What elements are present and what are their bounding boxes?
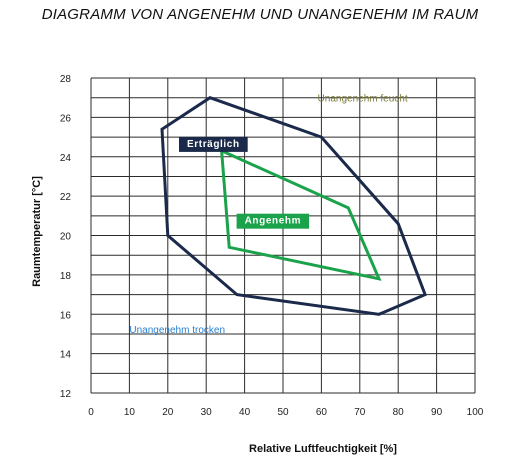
region-label-3: Unangenehm trocken [129,325,225,336]
region-erträglich-outline [160,96,428,316]
x-tick-label: 20 [162,407,174,418]
y-tick-label: 14 [60,350,72,361]
region-label-0: Unangenehm feucht [318,94,408,105]
grid [90,77,476,394]
y-axis-label: Raumtemperatur [°C] [31,176,43,287]
y-tick-label: 24 [60,153,72,164]
y-tick-label: 28 [60,74,72,85]
y-tick-label: 20 [60,232,72,243]
region-label-background [179,136,248,152]
y-tick-label: 22 [60,192,72,203]
region-label-text: Unangenehm feucht [318,94,408,105]
y-tick-labels: 12 14 16 18 20 22 24 26 28 [60,74,72,400]
region-label-text: Unangenehm trocken [129,325,225,336]
x-tick-label: 30 [201,407,213,418]
y-tick-label: 18 [60,271,72,282]
region-angenehm-outline [219,148,382,281]
chart-title: DIAGRAMM VON ANGENEHM UND UNANGENEHM IM … [41,6,479,23]
region-label-background [236,213,310,229]
y-tick-label: 16 [60,310,72,321]
y-tick-label: 26 [60,113,72,124]
x-tick-label: 100 [467,407,484,418]
y-tick-label: 12 [60,389,72,400]
x-tick-label: 80 [393,407,405,418]
region-label-1: Erträglich [179,136,248,152]
region-labels: Unangenehm feucht Erträglich Angenehm Unang… [129,94,407,336]
x-tick-label: 60 [316,407,328,418]
x-axis-label: Relative Luftfeuchtigkeit [%] [249,443,397,455]
x-tick-label: 10 [124,407,136,418]
x-tick-label: 90 [431,407,443,418]
region-outlines [160,96,428,316]
region-label-2: Angenehm [236,213,310,229]
x-tick-labels: 0 10 20 30 40 50 60 70 80 90 100 [88,407,484,418]
x-tick-label: 70 [354,407,366,418]
x-tick-label: 50 [277,407,289,418]
region-label-text: Erträglich [187,139,240,150]
x-tick-label: 0 [88,407,94,418]
x-tick-label: 40 [239,407,251,418]
region-label-text: Angenehm [245,216,301,227]
